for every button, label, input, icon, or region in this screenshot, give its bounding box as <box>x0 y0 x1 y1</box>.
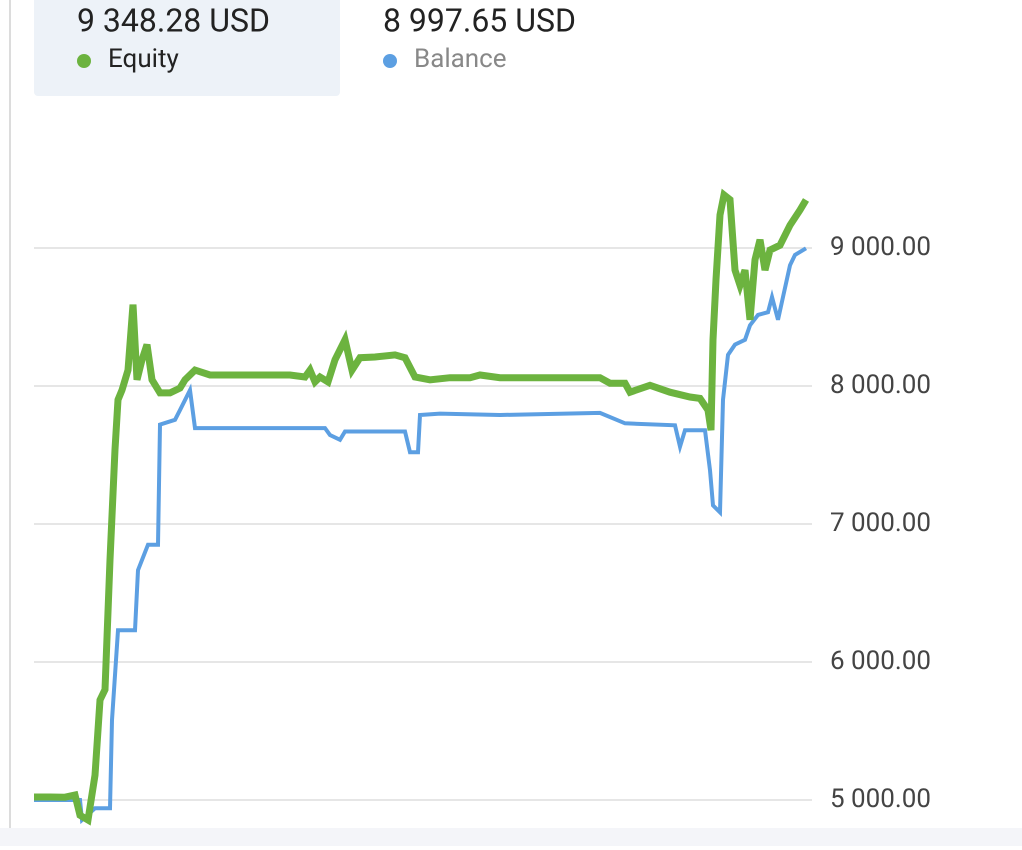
grid: 5 000.00 6 000.00 7 000.00 8 000.00 9 000.00 <box>34 232 931 814</box>
equity-card[interactable] <box>34 0 340 96</box>
legend-value: 9 348.28 USD <box>77 1 270 39</box>
legend-dot <box>383 54 397 68</box>
y-tick-label: 6 000.00 <box>830 646 931 676</box>
bottom-bar <box>0 828 1022 846</box>
y-tick-label: 5 000.00 <box>830 784 931 814</box>
series-line <box>34 246 808 825</box>
y-tick-label: 9 000.00 <box>830 232 931 262</box>
legend-label: Equity <box>108 44 179 74</box>
legend-value: 8 997.65 USD <box>383 1 576 39</box>
y-tick-label: 8 000.00 <box>830 370 931 400</box>
legend-label: Balance <box>414 44 507 74</box>
legend-dot <box>77 54 91 68</box>
plot <box>34 188 810 826</box>
legend: 9 348.28 USD Equity 8 997.65 USD Balance <box>77 1 576 74</box>
y-tick-label: 7 000.00 <box>830 508 931 538</box>
series-line <box>34 188 810 826</box>
